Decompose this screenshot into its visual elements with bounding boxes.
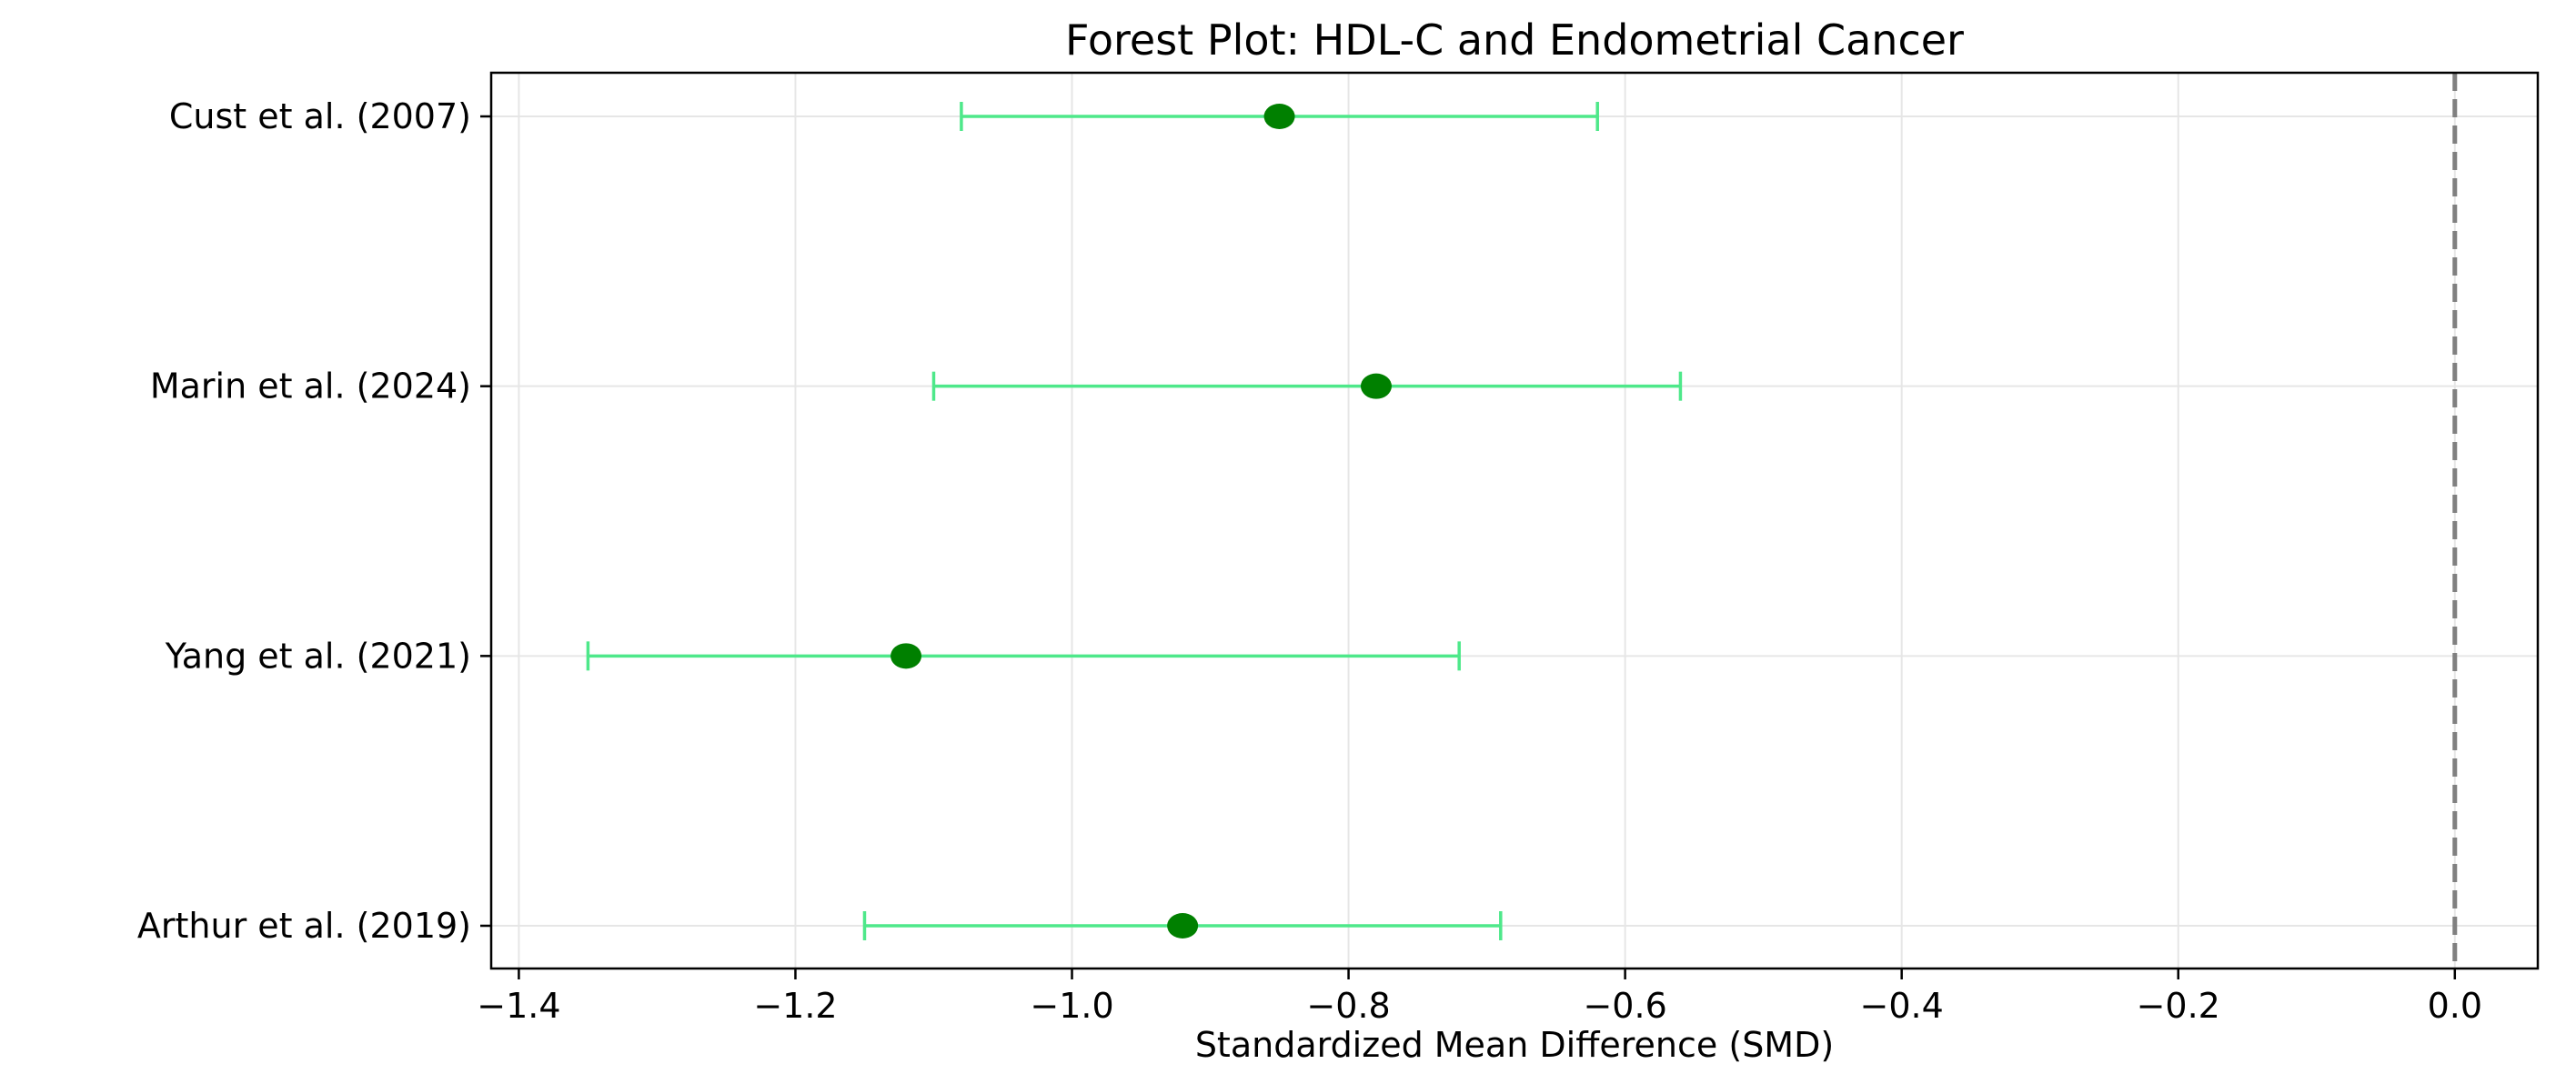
- study-label: Marin et al. (2024): [150, 366, 471, 406]
- x-tick-label: −1.2: [753, 986, 837, 1026]
- x-tick-label: −0.6: [1583, 986, 1666, 1026]
- point-estimates: [891, 104, 1392, 938]
- confidence-intervals: [586, 102, 1683, 940]
- point-estimate: [891, 643, 922, 669]
- study-label: Cust et al. (2007): [169, 96, 471, 136]
- x-tick-label: −1.0: [1030, 986, 1113, 1026]
- y-axis-study-labels: Cust et al. (2007) Marin et al. (2024) Yan…: [137, 96, 491, 946]
- x-tick-label: −1.4: [477, 986, 560, 1026]
- point-estimate: [1263, 104, 1295, 129]
- x-tick-label: −0.4: [1860, 986, 1944, 1026]
- x-tick-label: −0.8: [1306, 986, 1390, 1026]
- point-estimate: [1167, 913, 1199, 938]
- x-tick-label: 0.0: [2428, 986, 2482, 1026]
- grid-lines: [491, 73, 2538, 969]
- x-axis-label: Standardized Mean Difference (SMD): [1195, 1025, 1834, 1065]
- x-tick-label: −0.2: [2137, 986, 2220, 1026]
- point-estimate: [1360, 373, 1392, 399]
- study-label: Arthur et al. (2019): [137, 906, 471, 946]
- axes-frame: [489, 71, 2540, 970]
- x-axis-ticks: −1.4 −1.2 −1.0 −0.8 −0.6 −0.4 −0.2 0.0: [477, 969, 2482, 1026]
- study-label: Yang et al. (2021): [165, 636, 471, 676]
- chart-title: Forest Plot: HDL-C and Endometrial Cance…: [1065, 15, 1964, 65]
